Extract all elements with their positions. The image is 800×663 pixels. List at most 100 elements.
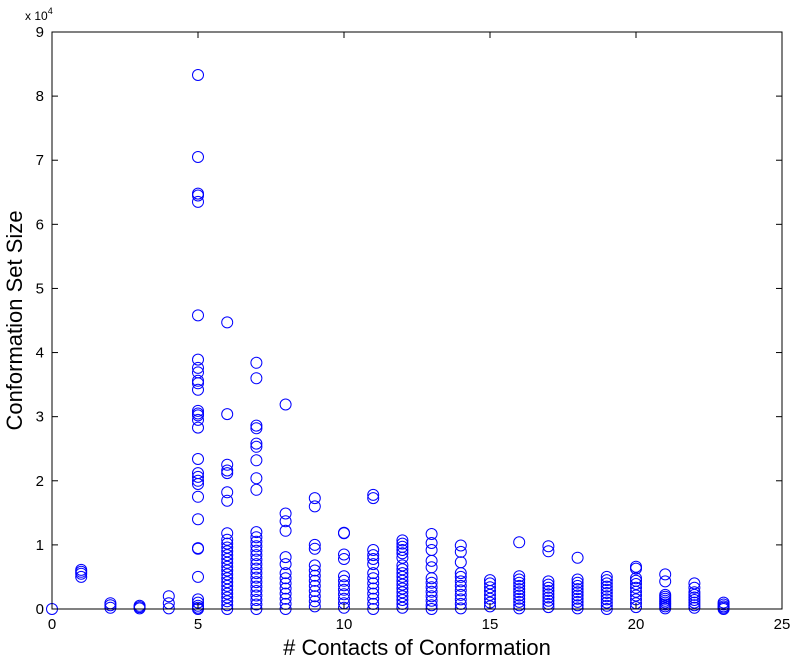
data-point (250, 562, 263, 575)
data-point (571, 589, 584, 602)
data-point (542, 545, 555, 558)
data-point (425, 585, 438, 598)
data-point (192, 413, 204, 426)
plot-frame (51, 31, 783, 610)
data-point (221, 467, 234, 480)
data-point (688, 601, 701, 614)
data-point (454, 570, 467, 583)
y-tick-label: 2 (36, 473, 44, 490)
data-point (279, 582, 292, 595)
x-tick-label: 10 (336, 616, 353, 633)
data-point (308, 579, 321, 592)
data-point (338, 601, 350, 614)
data-point (542, 601, 555, 614)
data-point (630, 601, 642, 614)
data-point (542, 591, 555, 604)
data-point (425, 590, 438, 603)
data-point (542, 594, 555, 607)
data-point (250, 454, 263, 467)
data-point (542, 588, 555, 601)
data-point (571, 595, 584, 608)
data-point (571, 586, 584, 599)
data-point (367, 572, 380, 585)
y-tick-label: 7 (36, 152, 44, 169)
data-point (250, 558, 263, 571)
data-point (425, 581, 438, 594)
data-point (425, 554, 438, 567)
data-point (192, 377, 204, 390)
data-point (367, 592, 380, 605)
y-axis-label: Conformation Set Size (2, 210, 27, 430)
data-point (192, 478, 204, 490)
y-tick-label: 8 (36, 88, 44, 105)
data-point (192, 374, 204, 387)
data-point (454, 579, 467, 592)
data-point (250, 440, 263, 453)
data-point (542, 575, 555, 588)
data-point (396, 594, 409, 606)
data-point (454, 593, 467, 606)
data-point (75, 563, 88, 576)
data-point (221, 599, 234, 612)
data-point (308, 492, 321, 505)
data-point (279, 577, 292, 590)
data-point (600, 599, 613, 612)
y-tick-label: 6 (36, 216, 44, 233)
data-point (221, 564, 234, 577)
data-point (279, 567, 292, 580)
data-point (542, 581, 555, 594)
data-point (221, 572, 234, 585)
data-point (688, 599, 701, 612)
data-point (162, 602, 175, 615)
data-point (75, 570, 88, 583)
data-point (221, 408, 234, 421)
y-tick-label: 5 (36, 280, 44, 297)
data-point (221, 579, 234, 592)
data-point (250, 567, 263, 580)
data-point (192, 69, 204, 81)
data-point (688, 581, 701, 594)
data-point (484, 585, 496, 597)
data-point (250, 594, 263, 606)
data-point (542, 578, 555, 591)
data-point (513, 570, 526, 583)
data-point (250, 531, 263, 544)
data-point (513, 592, 526, 605)
data-point (279, 524, 292, 537)
data-point (600, 583, 613, 596)
data-point (250, 372, 263, 385)
data-point (630, 562, 642, 575)
data-point (221, 527, 234, 540)
data-point (279, 507, 292, 520)
data-point (571, 573, 584, 586)
data-point (454, 567, 467, 580)
data-point (308, 564, 321, 577)
y-tick-label: 3 (36, 409, 44, 426)
data-point (513, 599, 526, 612)
x-tick-label: 0 (48, 616, 56, 633)
data-point (367, 558, 380, 571)
data-point (600, 580, 613, 593)
data-point (600, 574, 613, 587)
data-point (221, 494, 234, 507)
data-point (192, 189, 204, 202)
data-point (221, 595, 234, 608)
data-point (250, 553, 263, 566)
y-tick-label: 4 (36, 345, 44, 362)
data-point (279, 587, 292, 600)
data-point (192, 353, 204, 366)
data-point (425, 537, 438, 549)
data-point (396, 570, 409, 583)
data-point (600, 596, 613, 609)
data-point (279, 572, 292, 585)
data-point (367, 553, 380, 565)
data-point (192, 453, 204, 465)
data-point (221, 549, 234, 562)
data-point (250, 437, 263, 450)
data-point (338, 574, 350, 587)
data-point (396, 534, 409, 547)
data-point (367, 492, 380, 505)
data-point (221, 458, 234, 471)
data-point (192, 490, 204, 503)
